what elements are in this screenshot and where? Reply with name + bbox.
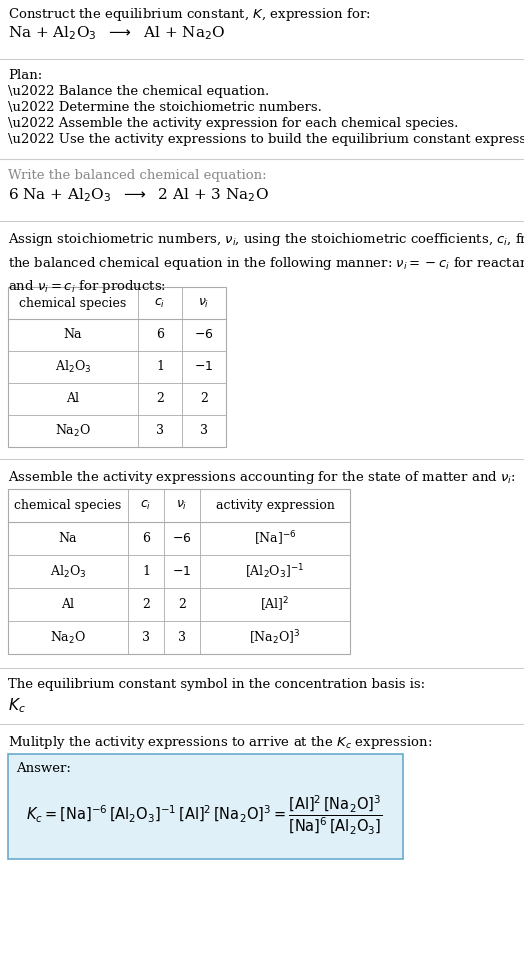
Text: 3: 3	[156, 425, 164, 437]
Text: Na$_2$O: Na$_2$O	[50, 629, 86, 646]
Text: Na: Na	[64, 329, 82, 341]
Text: [Al]$^2$: [Al]$^2$	[260, 595, 290, 614]
Text: Mulitply the activity expressions to arrive at the $K_c$ expression:: Mulitply the activity expressions to arr…	[8, 734, 432, 751]
Text: 1: 1	[142, 565, 150, 578]
Text: Na$_2$O: Na$_2$O	[55, 423, 91, 439]
Text: Na: Na	[59, 532, 77, 545]
Text: \u2022 Assemble the activity expression for each chemical species.: \u2022 Assemble the activity expression …	[8, 117, 458, 130]
Text: Al$_2$O$_3$: Al$_2$O$_3$	[50, 563, 86, 579]
Text: $c_i$: $c_i$	[140, 499, 151, 512]
Text: $-6$: $-6$	[194, 329, 214, 341]
Text: Write the balanced chemical equation:: Write the balanced chemical equation:	[8, 169, 267, 182]
Text: [Na$_2$O]$^3$: [Na$_2$O]$^3$	[249, 628, 301, 647]
Text: 6: 6	[156, 329, 164, 341]
Text: 1: 1	[156, 360, 164, 374]
Text: \u2022 Balance the chemical equation.: \u2022 Balance the chemical equation.	[8, 85, 269, 98]
Text: $-1$: $-1$	[172, 565, 192, 578]
Text: 2: 2	[156, 392, 164, 406]
Text: $K_c$: $K_c$	[8, 696, 26, 715]
Text: 2: 2	[178, 598, 186, 611]
Text: $\nu_i$: $\nu_i$	[198, 296, 210, 309]
Text: The equilibrium constant symbol in the concentration basis is:: The equilibrium constant symbol in the c…	[8, 678, 425, 691]
Text: $-6$: $-6$	[172, 532, 192, 545]
Text: $\nu_i$: $\nu_i$	[176, 499, 188, 512]
Text: Al: Al	[67, 392, 80, 406]
Text: Assign stoichiometric numbers, $\nu_i$, using the stoichiometric coefficients, $: Assign stoichiometric numbers, $\nu_i$, …	[8, 231, 524, 295]
Text: Al$_2$O$_3$: Al$_2$O$_3$	[55, 359, 91, 375]
Text: chemical species: chemical species	[14, 499, 122, 512]
Text: Assemble the activity expressions accounting for the state of matter and $\nu_i$: Assemble the activity expressions accoun…	[8, 469, 516, 486]
Text: $K_c = [\mathrm{Na}]^{-6}\,[\mathrm{Al_2O_3}]^{-1}\,[\mathrm{Al}]^2\,[\mathrm{Na: $K_c = [\mathrm{Na}]^{-6}\,[\mathrm{Al_2…	[26, 794, 383, 837]
Bar	[8, 754, 403, 859]
Text: [Na]$^{-6}$: [Na]$^{-6}$	[254, 530, 296, 548]
Bar	[8, 287, 226, 447]
Text: Al: Al	[61, 598, 74, 611]
Bar	[8, 489, 350, 654]
Text: 2: 2	[142, 598, 150, 611]
Text: $c_i$: $c_i$	[155, 296, 166, 309]
Text: Construct the equilibrium constant, $K$, expression for:: Construct the equilibrium constant, $K$,…	[8, 6, 370, 23]
Text: Answer:: Answer:	[16, 762, 71, 775]
Text: activity expression: activity expression	[215, 499, 334, 512]
Text: chemical species: chemical species	[19, 297, 127, 309]
Text: 6 Na + Al$_2$O$_3$  $\longrightarrow$  2 Al + 3 Na$_2$O: 6 Na + Al$_2$O$_3$ $\longrightarrow$ 2 A…	[8, 186, 269, 204]
Text: \u2022 Determine the stoichiometric numbers.: \u2022 Determine the stoichiometric numb…	[8, 101, 322, 114]
Text: Na + Al$_2$O$_3$  $\longrightarrow$  Al + Na$_2$O: Na + Al$_2$O$_3$ $\longrightarrow$ Al + …	[8, 24, 225, 41]
Text: 2: 2	[200, 392, 208, 406]
Text: 3: 3	[178, 631, 186, 644]
Text: [Al$_2$O$_3$]$^{-1}$: [Al$_2$O$_3$]$^{-1}$	[245, 562, 304, 580]
Text: 3: 3	[200, 425, 208, 437]
Text: 3: 3	[142, 631, 150, 644]
Text: $-1$: $-1$	[194, 360, 214, 374]
Text: Plan:: Plan:	[8, 69, 42, 82]
Text: \u2022 Use the activity expressions to build the equilibrium constant expression: \u2022 Use the activity expressions to b…	[8, 133, 524, 146]
Text: 6: 6	[142, 532, 150, 545]
